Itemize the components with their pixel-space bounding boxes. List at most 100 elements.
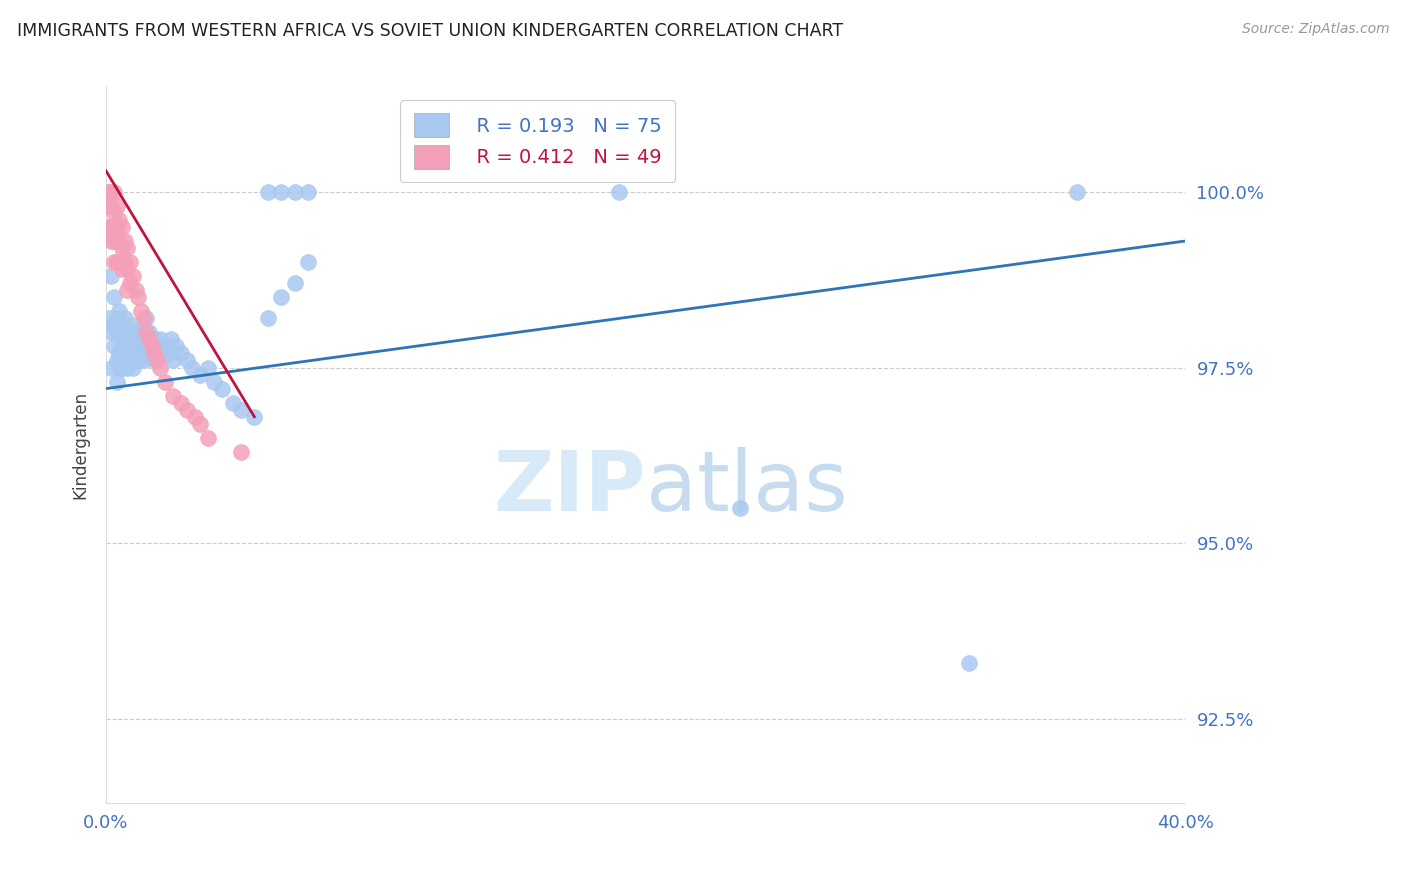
Point	[143, 353, 166, 368]
Point	[108, 346, 131, 360]
Point	[103, 290, 125, 304]
Point	[152, 346, 174, 360]
Point	[127, 332, 149, 346]
Point	[105, 353, 128, 368]
Point	[1066, 185, 1088, 199]
Point	[103, 185, 125, 199]
Point	[184, 409, 207, 424]
Point	[122, 360, 145, 375]
Text: Source: ZipAtlas.com: Source: ZipAtlas.com	[1241, 22, 1389, 37]
Point	[243, 409, 266, 424]
Point	[256, 185, 278, 199]
Point	[132, 332, 155, 346]
Point	[103, 339, 125, 353]
Point	[124, 283, 146, 297]
Point	[122, 269, 145, 284]
Point	[129, 304, 152, 318]
Point	[117, 360, 139, 375]
Point	[211, 382, 233, 396]
Point	[165, 339, 187, 353]
Point	[108, 326, 131, 340]
Point	[197, 360, 219, 375]
Point	[108, 360, 131, 375]
Legend:   R = 0.193   N = 75,   R = 0.412   N = 49: R = 0.193 N = 75, R = 0.412 N = 49	[399, 100, 675, 182]
Point	[103, 255, 125, 269]
Point	[117, 262, 139, 277]
Point	[120, 332, 142, 346]
Point	[120, 276, 142, 290]
Point	[117, 283, 139, 297]
Point	[270, 290, 292, 304]
Point	[256, 311, 278, 326]
Point	[229, 402, 252, 417]
Point	[135, 326, 157, 340]
Point	[105, 311, 128, 326]
Point	[222, 395, 245, 409]
Point	[97, 311, 120, 326]
Point	[141, 339, 163, 353]
Point	[129, 326, 152, 340]
Point	[108, 234, 131, 248]
Point	[108, 304, 131, 318]
Point	[181, 360, 204, 375]
Point	[114, 234, 136, 248]
Point	[197, 431, 219, 445]
Point	[105, 199, 128, 213]
Point	[114, 326, 136, 340]
Point	[103, 234, 125, 248]
Point	[127, 290, 149, 304]
Point	[176, 353, 198, 368]
Point	[100, 360, 122, 375]
Point	[959, 656, 981, 670]
Point	[162, 389, 184, 403]
Point	[114, 311, 136, 326]
Point	[229, 445, 252, 459]
Point	[202, 375, 225, 389]
Point	[129, 346, 152, 360]
Point	[155, 339, 177, 353]
Point	[100, 199, 122, 213]
Text: atlas: atlas	[645, 448, 848, 528]
Point	[132, 311, 155, 326]
Point	[97, 219, 120, 234]
Point	[97, 219, 120, 234]
Point	[1201, 508, 1223, 522]
Point	[138, 326, 160, 340]
Point	[100, 326, 122, 340]
Point	[111, 219, 134, 234]
Point	[176, 402, 198, 417]
Point	[190, 417, 212, 431]
Point	[100, 185, 122, 199]
Point	[270, 185, 292, 199]
Point	[122, 318, 145, 333]
Point	[607, 185, 630, 199]
Point	[100, 234, 122, 248]
Point	[105, 219, 128, 234]
Point	[108, 213, 131, 227]
Point	[162, 353, 184, 368]
Point	[100, 269, 122, 284]
Point	[122, 339, 145, 353]
Text: ZIP: ZIP	[494, 448, 645, 528]
Point	[138, 332, 160, 346]
Y-axis label: Kindergarten: Kindergarten	[72, 391, 89, 499]
Point	[284, 276, 307, 290]
Point	[103, 318, 125, 333]
Point	[297, 255, 319, 269]
Point	[97, 185, 120, 199]
Point	[138, 346, 160, 360]
Point	[170, 395, 193, 409]
Point	[114, 255, 136, 269]
Point	[97, 185, 120, 199]
Point	[728, 501, 751, 516]
Point	[159, 332, 181, 346]
Point	[143, 332, 166, 346]
Point	[100, 219, 122, 234]
Point	[120, 353, 142, 368]
Point	[120, 255, 142, 269]
Point	[111, 241, 134, 255]
Point	[105, 255, 128, 269]
Point	[149, 360, 172, 375]
Point	[155, 375, 177, 389]
Point	[156, 346, 179, 360]
